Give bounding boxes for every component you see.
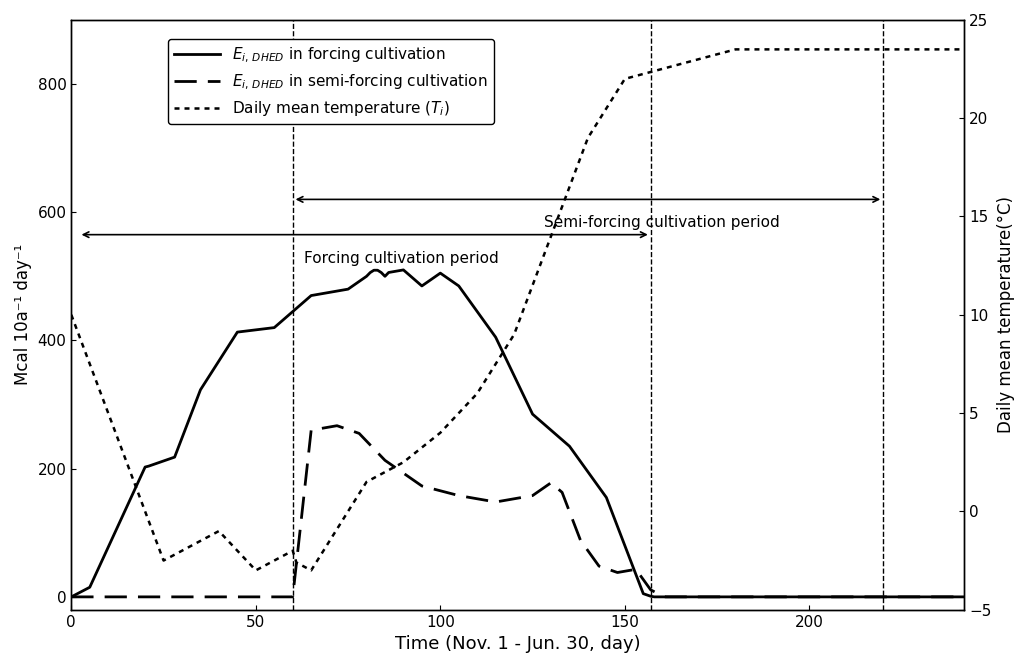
Y-axis label: Daily mean temperature(°C): Daily mean temperature(°C) [997,196,1016,434]
X-axis label: Time (Nov. 1 - Jun. 30, day): Time (Nov. 1 - Jun. 30, day) [395,635,641,653]
Y-axis label: Mcal 10a⁻¹ day⁻¹: Mcal 10a⁻¹ day⁻¹ [13,244,32,386]
Text: Semi-forcing cultivation period: Semi-forcing cultivation period [544,215,780,230]
Legend: $E_{i,\,DHED}$ in forcing cultivation, $E_{i,\,DHED}$ in semi-forcing cultivatio: $E_{i,\,DHED}$ in forcing cultivation, $… [169,39,494,125]
Text: Forcing cultivation period: Forcing cultivation period [305,251,499,265]
